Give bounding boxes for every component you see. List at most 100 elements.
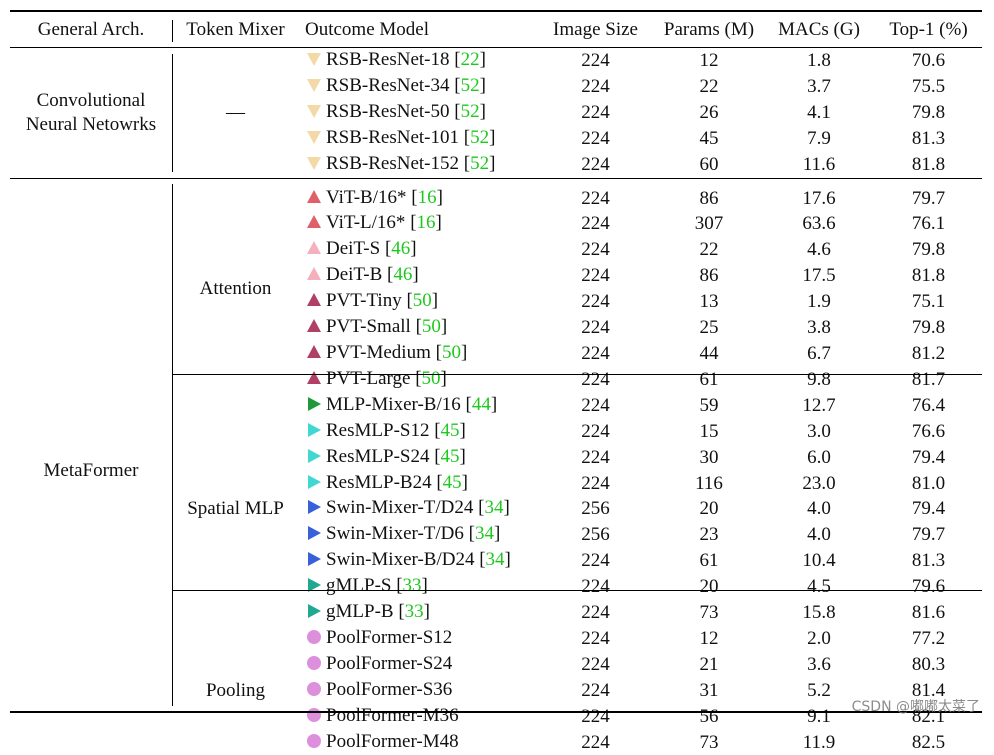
- citation[interactable]: [34]: [473, 497, 510, 519]
- params-cell: 61: [699, 368, 719, 390]
- citation-link[interactable]: 34: [485, 549, 505, 571]
- top1-cell: 79.8: [911, 317, 946, 339]
- model-label: ViT-B/16*: [326, 186, 407, 208]
- citation-link[interactable]: 52: [460, 74, 480, 96]
- model-label: DeiT-B: [326, 264, 383, 286]
- params-cell: 45: [699, 127, 719, 149]
- image-size-cell: 224: [581, 627, 610, 649]
- citation[interactable]: [50]: [430, 341, 468, 363]
- citation-link[interactable]: 50: [421, 316, 441, 338]
- citation-link[interactable]: 50: [412, 290, 432, 312]
- citation-link[interactable]: 34: [474, 523, 494, 545]
- image-size-cell: 224: [581, 705, 610, 727]
- citation[interactable]: [45]: [429, 445, 466, 467]
- mixer-pooling: Pooling: [205, 679, 266, 701]
- model-label: DeiT-S: [326, 238, 381, 260]
- citation-link[interactable]: 52: [470, 152, 490, 174]
- top1-cell: 70.6: [911, 50, 946, 71]
- citation-link[interactable]: 52: [470, 126, 490, 148]
- citation-link[interactable]: 33: [404, 601, 424, 623]
- citation[interactable]: [34]: [463, 523, 501, 545]
- citation[interactable]: [46]: [380, 238, 417, 260]
- citation[interactable]: [52]: [449, 74, 486, 96]
- params-cell: 31: [699, 679, 719, 701]
- top1-cell: 76.4: [911, 394, 946, 416]
- model-name: DeiT-S [46]: [299, 237, 536, 263]
- model-name: RSB-ResNet-101 [52]: [299, 126, 536, 152]
- citation-link[interactable]: 34: [484, 497, 504, 519]
- tri-up-marker-icon: [306, 241, 321, 255]
- citation-link[interactable]: 50: [421, 367, 441, 389]
- marker: [305, 498, 322, 522]
- citation[interactable]: [16]: [405, 212, 442, 234]
- image-size-cell: 224: [581, 127, 610, 149]
- citation[interactable]: [16]: [406, 186, 443, 208]
- header-top1: Top-1 (%): [889, 19, 968, 40]
- citation-link[interactable]: 16: [417, 186, 437, 208]
- marker: [305, 128, 322, 152]
- model-name: RSB-ResNet-34 [52]: [299, 74, 536, 100]
- model-label: PVT-Medium: [326, 341, 431, 363]
- circle-marker-icon: [306, 655, 321, 670]
- arch-label: Convolutional Neural Netowrks: [25, 89, 157, 135]
- image-size-cell: 224: [581, 265, 610, 287]
- table-row: PVT-Medium [50] 224 44 6.7 81.2: [10, 341, 982, 367]
- marker: [305, 265, 322, 289]
- model-label: RSB-ResNet-18: [326, 49, 450, 70]
- citation[interactable]: [22]: [449, 49, 486, 70]
- citation-link[interactable]: 44: [471, 393, 491, 415]
- citation-link[interactable]: 45: [440, 419, 460, 441]
- citation[interactable]: [33]: [393, 601, 430, 623]
- citation[interactable]: [50]: [401, 290, 439, 312]
- marker: [305, 628, 322, 652]
- citation-link[interactable]: 33: [402, 575, 422, 597]
- top1-cell: 76.6: [911, 420, 946, 442]
- params-cell: 73: [699, 602, 719, 624]
- table-row: PoolFormer-S36 224 31 5.2 81.4: [10, 678, 982, 704]
- image-size-cell: 224: [581, 213, 610, 235]
- citation-link[interactable]: 50: [441, 341, 461, 363]
- citation-link[interactable]: 45: [442, 471, 462, 493]
- model-label: ResMLP-B24: [326, 471, 432, 493]
- citation[interactable]: [33]: [391, 575, 428, 597]
- citation[interactable]: [52]: [459, 126, 496, 148]
- citation-link[interactable]: 45: [440, 445, 460, 467]
- marker: [305, 213, 322, 237]
- citation[interactable]: [52]: [449, 100, 486, 122]
- citation-link[interactable]: 52: [460, 100, 480, 122]
- model-label: RSB-ResNet-34: [326, 74, 450, 96]
- image-size-cell: 224: [581, 576, 610, 598]
- tri-down-marker-icon: [306, 53, 321, 66]
- model-label: RSB-ResNet-152: [326, 152, 459, 174]
- citation-link[interactable]: 46: [391, 238, 411, 260]
- marker: [305, 369, 322, 393]
- top1-cell: 75.1: [911, 291, 946, 313]
- macs-cell: 1.9: [807, 291, 831, 313]
- mlp-pooling-rule: [172, 590, 982, 591]
- image-size-cell: 224: [581, 420, 610, 442]
- circle-marker-icon: [306, 733, 321, 748]
- model-label: ResMLP-S24: [326, 445, 430, 467]
- params-cell: 20: [699, 576, 719, 598]
- citation[interactable]: [50]: [410, 367, 447, 389]
- citation[interactable]: [44]: [460, 393, 498, 415]
- macs-cell: 3.6: [807, 653, 831, 675]
- citation[interactable]: [45]: [429, 419, 466, 441]
- params-cell: 73: [699, 731, 719, 753]
- citation[interactable]: [52]: [459, 152, 496, 174]
- header-macs: MACs (G): [778, 19, 860, 40]
- top1-cell: 81.2: [911, 342, 946, 364]
- tri-up-marker-icon: [306, 293, 321, 307]
- citation[interactable]: [45]: [431, 471, 468, 493]
- citation-link[interactable]: 22: [460, 49, 480, 70]
- mixer-divider-metaformer: [172, 184, 173, 706]
- header-outcome-model: Outcome Model: [305, 19, 430, 40]
- top1-cell: 81.3: [911, 127, 946, 149]
- citation-link[interactable]: 46: [393, 264, 413, 286]
- citation-link[interactable]: 16: [416, 212, 436, 234]
- header-token-mixer: Token Mixer: [186, 19, 285, 40]
- citation[interactable]: [46]: [382, 264, 419, 286]
- citation[interactable]: [50]: [410, 316, 448, 338]
- marker: [305, 102, 322, 126]
- citation[interactable]: [34]: [474, 549, 511, 571]
